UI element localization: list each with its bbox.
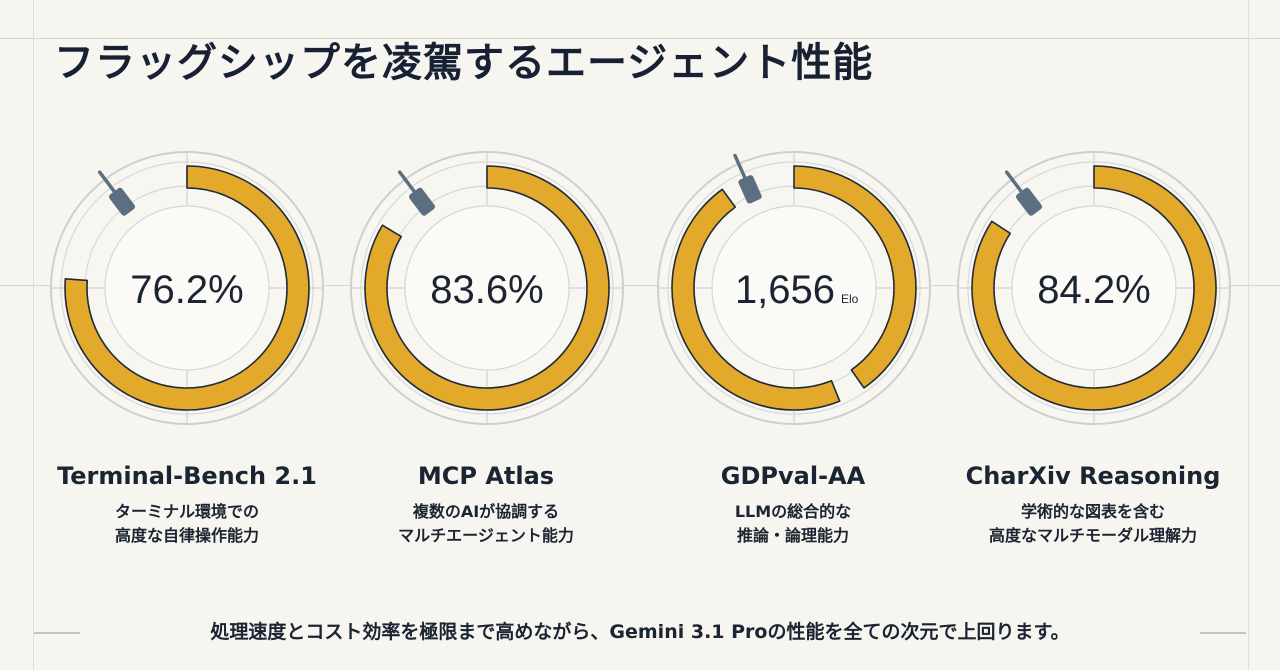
gauge-needle-head	[108, 187, 136, 216]
gauge-description-line: 高度な自律操作能力	[114, 526, 259, 545]
gauge-description: LLMの総合的な 推論・論理能力	[643, 500, 943, 548]
gauge: 1,656 Elo	[657, 151, 931, 425]
gauge-value: 76.2%	[130, 268, 243, 312]
gauge-value-arc	[64, 165, 310, 411]
gauge-description-line: 学術的な図表を含む	[1020, 502, 1165, 521]
gauge-value-arc	[793, 165, 917, 389]
page-title: フラッグシップを凌駕するエージェント性能	[54, 40, 874, 86]
gauge: 84.2%	[957, 151, 1231, 425]
background-grid-line	[0, 285, 1280, 286]
background-grid-line	[1248, 0, 1249, 670]
gauge-name: Terminal-Bench 2.1	[57, 462, 317, 490]
gauge-description-line: ターミナル環境での	[114, 502, 259, 521]
gauge-name: CharXiv Reasoning	[965, 462, 1221, 490]
footer-text: 処理速度とコスト効率を極限まで高めながら、Gemini 3.1 Proの性能を全…	[210, 621, 1070, 643]
gauge-label-1: Terminal-Bench 2.1 ターミナル環境での 高度な自律操作能力	[37, 462, 337, 548]
gauge-description: ターミナル環境での 高度な自律操作能力	[37, 500, 337, 548]
gauge-description-line: マルチエージェント能力	[398, 526, 574, 545]
gauge-needle-head	[738, 175, 762, 204]
gauge-value: 1,656	[735, 268, 835, 312]
gauge-needle-head	[1015, 187, 1043, 216]
gauge-value: 84.2%	[1037, 268, 1150, 312]
gauge: 83.6%	[350, 151, 624, 425]
gauge-value: 83.6%	[430, 268, 543, 312]
gauge-name: MCP Atlas	[417, 462, 555, 490]
gauge-description: 学術的な図表を含む 高度なマルチモーダル理解力	[943, 500, 1243, 548]
background-grid-line	[33, 0, 34, 670]
footer-divider-left	[34, 632, 80, 634]
gauge-unit: Elo	[841, 292, 859, 306]
gauge-label-3: GDPval-AA LLMの総合的な 推論・論理能力	[643, 462, 943, 548]
footer-divider-right	[1200, 632, 1246, 634]
background-grid-line	[0, 38, 1280, 39]
gauge-description-line: 複数のAIが協調する	[412, 502, 560, 521]
gauge-needle-head	[408, 187, 436, 216]
gauge-value-arc	[971, 165, 1217, 411]
gauge-value-arc	[671, 188, 841, 411]
gauge-value-arc	[364, 165, 610, 411]
gauge-description-line: 推論・論理能力	[736, 526, 849, 545]
gauge-label-4: CharXiv Reasoning 学術的な図表を含む 高度なマルチモーダル理解…	[943, 462, 1243, 548]
gauge-description-line: 高度なマルチモーダル理解力	[988, 526, 1197, 545]
gauge-description-line: LLMの総合的な	[734, 502, 852, 521]
gauge-name: GDPval-AA	[720, 462, 866, 490]
gauge-description: 複数のAIが協調する マルチエージェント能力	[336, 500, 636, 548]
gauge-label-2: MCP Atlas 複数のAIが協調する マルチエージェント能力	[336, 462, 636, 548]
gauge: 76.2%	[50, 151, 324, 425]
